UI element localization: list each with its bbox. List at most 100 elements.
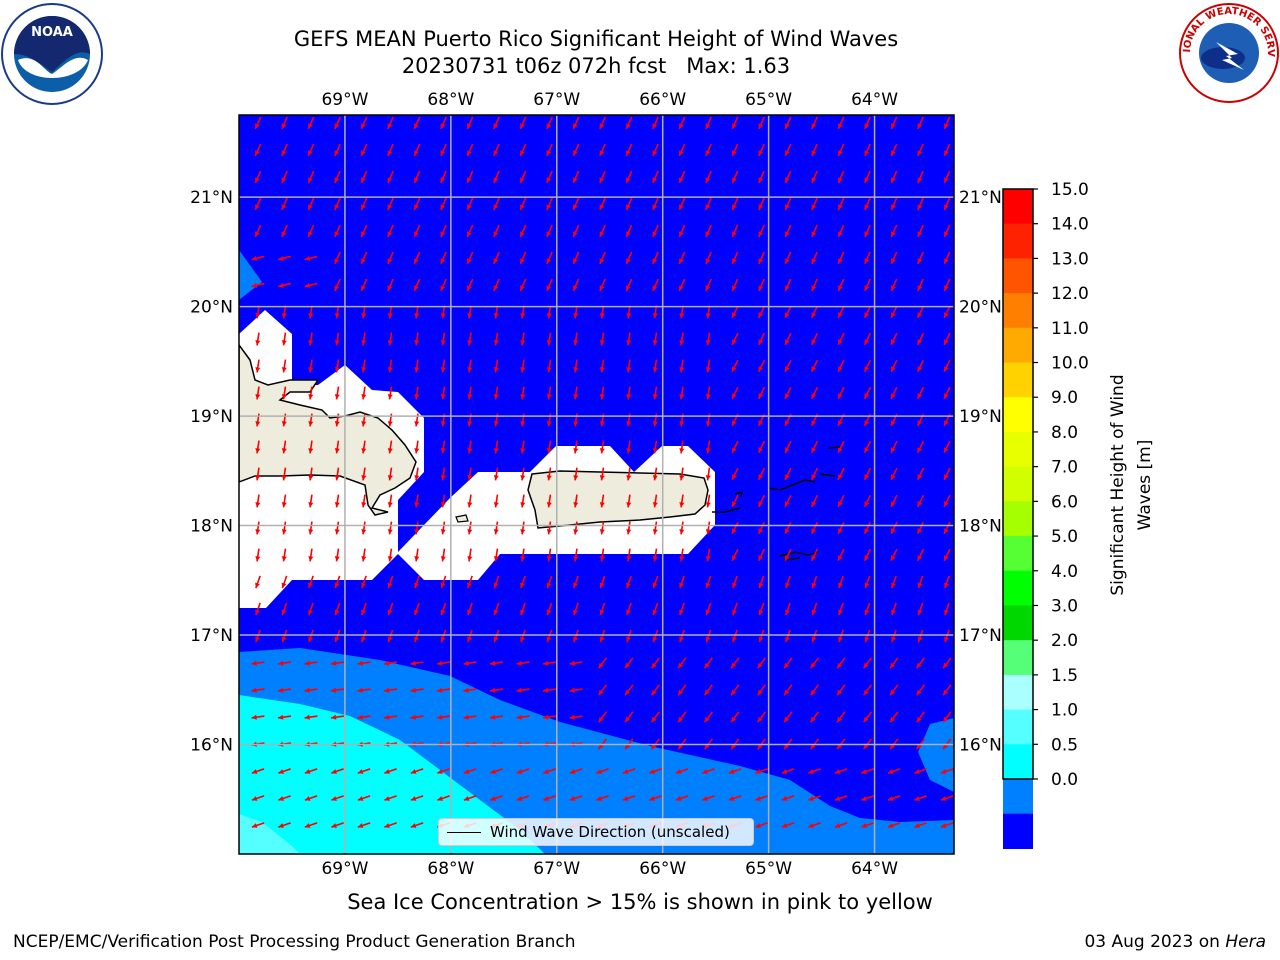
wave-direction-arrow [837,224,845,238]
wave-direction-arrow [569,714,583,720]
wave-direction-arrow [519,170,527,184]
wave-direction-arrow [493,575,500,589]
wave-direction-arrow [917,116,924,130]
colorbar-swatch-3 [1003,293,1033,329]
wave-direction-arrow [784,332,792,346]
wave-direction-arrow [493,467,499,481]
wave-direction-arrow [758,629,765,643]
wave-direction-arrow [334,197,341,211]
wave-direction-arrow [546,467,552,481]
wave-direction-arrow [569,795,583,801]
wave-direction-arrow [705,116,712,130]
wave-direction-arrow [463,687,477,693]
wave-direction-arrow [361,386,367,400]
wave-direction-arrow [755,822,768,828]
wave-direction-arrow [916,467,925,481]
wave-direction-arrow [890,224,898,238]
wave-direction-arrow [255,359,261,373]
wave-direction-arrow [414,440,420,454]
wave-direction-arrow [410,768,424,774]
lat-tick-left-4: 17°N [190,626,233,646]
wave-direction-arrow [943,170,951,184]
wave-direction-arrow [573,602,579,616]
wave-direction-arrow [916,359,925,373]
wave-direction-arrow [890,116,898,130]
wave-direction-arrow [255,386,261,400]
wave-direction-arrow [943,548,951,562]
wave-direction-arrow [944,602,950,616]
wave-direction-arrow [731,440,739,454]
colorbar-swatch-12 [1003,605,1033,641]
wave-direction-arrow [599,224,606,238]
wave-direction-arrow [703,711,714,723]
wave-direction-arrow [410,795,424,801]
wave-direction-arrow [361,332,367,346]
wave-direction-arrow [626,386,632,400]
wave-direction-arrow [705,197,712,211]
wave-direction-arrow [943,143,951,157]
colorbar-tick-9: 6.0 [1051,492,1078,512]
wave-direction-arrow [573,305,579,319]
wave-direction-arrow [834,822,848,828]
wave-direction-arrow [811,629,818,643]
wave-direction-arrow [864,602,871,616]
wave-direction-arrow [809,711,820,723]
wave-direction-arrow [357,768,371,774]
wave-direction-arrow [837,251,845,265]
wave-direction-arrow [387,278,394,292]
wave-direction-arrow [652,386,658,400]
wave-direction-arrow [891,629,897,643]
wave-direction-arrow [334,467,340,481]
wave-direction-arrow [573,386,579,400]
wave-direction-arrow [705,224,712,238]
wave-direction-arrow [255,305,261,319]
wave-direction-arrow [387,170,394,184]
wave-direction-arrow [334,170,341,184]
wave-direction-arrow [652,629,659,643]
wave-direction-arrow [546,278,553,292]
wave-direction-arrow [652,305,658,319]
wave-direction-arrow [467,602,473,616]
wave-direction-arrow [678,278,686,292]
colorbar-tick-4: 11.0 [1051,319,1089,339]
wave-direction-arrow [890,305,898,319]
wave-direction-arrow [731,467,739,481]
wave-direction-arrow [387,332,393,346]
wave-direction-arrow [783,684,793,696]
wave-direction-arrow [811,197,818,211]
wave-direction-arrow [493,494,499,508]
wave-direction-arrow [360,278,368,292]
wave-height-colorbar: 15.0 14.0 13.0 12.0 11.0 10.0 9.0 8.0 7.0 6.0 5.0 4… [1002,180,1089,850]
wave-direction-arrow [546,143,553,157]
wave-direction-arrow [863,494,872,508]
wave-direction-arrow [467,548,473,562]
legend-label: Wind Wave Direction (unscaled) [490,823,730,841]
wave-direction-arrow [360,197,368,211]
colorbar-swatch-16 [1003,744,1033,780]
wave-direction-arrow [864,197,871,211]
wave-direction-arrow [516,660,530,666]
wave-direction-arrow [330,687,345,693]
wave-direction-arrow [307,197,315,211]
wave-direction-arrow [837,440,845,454]
wave-direction-arrow [678,170,686,184]
wave-direction-arrow [652,440,658,454]
wave-direction-arrow [785,602,791,616]
wave-direction-arrow [413,116,421,130]
wave-direction-arrow [731,197,739,211]
wave-direction-arrow [387,143,394,157]
wave-direction-arrow [784,521,792,535]
wave-direction-arrow [624,684,634,696]
colorbar-tick-13: 2.0 [1051,631,1078,651]
wave-direction-arrow [546,359,552,373]
wave-direction-arrow [440,575,447,589]
wave-direction-arrow [890,467,898,481]
wave-direction-arrow [599,197,606,211]
wave-direction-arrow [519,143,527,157]
wave-direction-arrow [917,197,924,211]
wave-direction-arrow [781,822,795,828]
wave-direction-arrow [675,768,689,774]
wave-direction-arrow [278,282,291,288]
wave-direction-arrow [758,251,765,265]
wave-direction-arrow [705,332,711,346]
